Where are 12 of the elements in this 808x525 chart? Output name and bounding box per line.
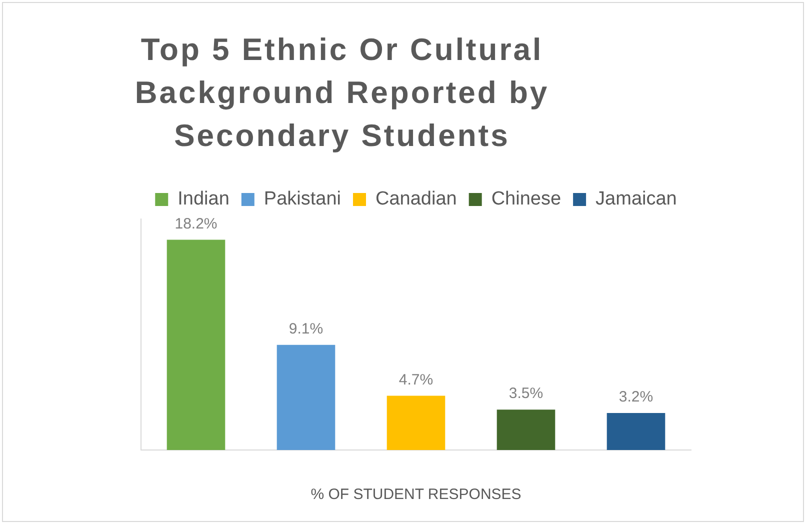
data-label: 3.2% [618, 388, 654, 406]
data-label: 9.1% [288, 320, 324, 338]
legend-label: Jamaican [596, 188, 677, 210]
legend-label: Canadian [375, 188, 457, 210]
x-axis-title: % OF STUDENT RESPONSES [310, 486, 522, 504]
chart-title: Top 5 Ethnic Or Cultural Background Reported by Secondary Students [134, 31, 550, 155]
legend-label: Pakistani [264, 188, 342, 210]
legend-label: Indian [178, 188, 230, 210]
legend-label: Chinese [491, 188, 562, 210]
data-label: 4.7% [398, 371, 434, 388]
data-label: 18.2% [174, 215, 218, 232]
data-label: 3.5% [508, 385, 544, 402]
